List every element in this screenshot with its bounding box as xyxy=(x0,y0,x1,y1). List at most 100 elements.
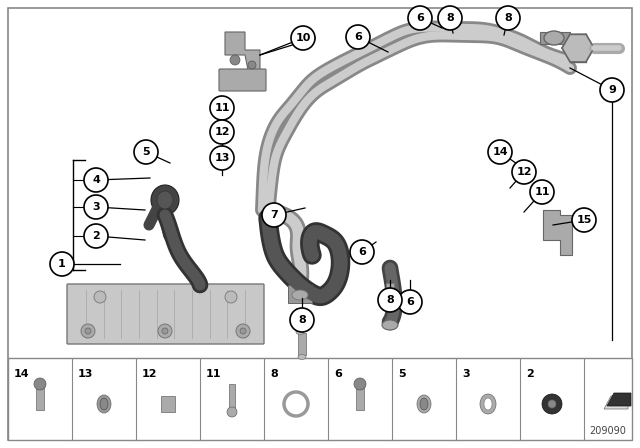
Text: 7: 7 xyxy=(270,210,278,220)
Text: 8: 8 xyxy=(298,315,306,325)
Circle shape xyxy=(162,328,168,334)
Ellipse shape xyxy=(157,191,173,209)
Circle shape xyxy=(210,96,234,120)
Circle shape xyxy=(600,78,624,102)
Circle shape xyxy=(354,378,366,390)
FancyBboxPatch shape xyxy=(219,69,266,91)
Circle shape xyxy=(85,328,91,334)
Text: 3: 3 xyxy=(462,369,470,379)
Text: 11: 11 xyxy=(534,187,550,197)
Circle shape xyxy=(512,160,536,184)
Circle shape xyxy=(488,140,512,164)
Circle shape xyxy=(158,324,172,338)
Text: 209090: 209090 xyxy=(589,426,626,436)
Text: 8: 8 xyxy=(504,13,512,23)
Circle shape xyxy=(284,392,308,416)
Text: 13: 13 xyxy=(214,153,230,163)
Text: 6: 6 xyxy=(358,247,366,257)
Circle shape xyxy=(530,180,554,204)
Ellipse shape xyxy=(382,320,398,330)
Bar xyxy=(288,285,312,303)
Text: 1: 1 xyxy=(58,259,66,269)
Polygon shape xyxy=(604,396,628,409)
Text: 11: 11 xyxy=(206,369,221,379)
Text: 3: 3 xyxy=(92,202,100,212)
Bar xyxy=(298,333,306,355)
Ellipse shape xyxy=(151,185,179,215)
Bar xyxy=(296,308,304,330)
Circle shape xyxy=(227,407,237,417)
Circle shape xyxy=(346,25,370,49)
Text: 9: 9 xyxy=(608,85,616,95)
Text: 6: 6 xyxy=(354,32,362,42)
Bar xyxy=(540,32,570,44)
Text: 8: 8 xyxy=(270,369,278,379)
Ellipse shape xyxy=(484,398,492,410)
Circle shape xyxy=(438,6,462,30)
Ellipse shape xyxy=(296,329,304,335)
Text: 5: 5 xyxy=(142,147,150,157)
Circle shape xyxy=(290,308,314,332)
Circle shape xyxy=(548,400,556,408)
Text: 12: 12 xyxy=(516,167,532,177)
Bar xyxy=(8,358,632,440)
Text: 6: 6 xyxy=(406,297,414,307)
Circle shape xyxy=(84,168,108,192)
Circle shape xyxy=(225,291,237,303)
Circle shape xyxy=(542,394,562,414)
Ellipse shape xyxy=(420,398,428,410)
Bar xyxy=(36,386,44,410)
Circle shape xyxy=(34,378,46,390)
Text: 13: 13 xyxy=(78,369,93,379)
Text: 4: 4 xyxy=(92,175,100,185)
Text: 11: 11 xyxy=(214,103,230,113)
Circle shape xyxy=(572,208,596,232)
Circle shape xyxy=(84,195,108,219)
Text: 8: 8 xyxy=(386,295,394,305)
Text: 6: 6 xyxy=(416,13,424,23)
Circle shape xyxy=(81,324,95,338)
Bar xyxy=(356,386,364,410)
Circle shape xyxy=(262,203,286,227)
Ellipse shape xyxy=(292,290,308,300)
Ellipse shape xyxy=(417,395,431,413)
Circle shape xyxy=(248,61,256,69)
Circle shape xyxy=(240,328,246,334)
Circle shape xyxy=(84,224,108,248)
Ellipse shape xyxy=(97,395,111,413)
Text: 2: 2 xyxy=(526,369,534,379)
Text: 10: 10 xyxy=(295,33,310,43)
Text: 2: 2 xyxy=(92,231,100,241)
Text: 12: 12 xyxy=(214,127,230,137)
Circle shape xyxy=(496,6,520,30)
Circle shape xyxy=(94,291,106,303)
Text: 15: 15 xyxy=(576,215,592,225)
Bar xyxy=(386,283,394,305)
Ellipse shape xyxy=(386,305,394,310)
Circle shape xyxy=(134,140,158,164)
Polygon shape xyxy=(543,210,572,255)
Circle shape xyxy=(398,290,422,314)
Bar xyxy=(161,396,175,412)
Ellipse shape xyxy=(480,394,496,414)
Text: 6: 6 xyxy=(334,369,342,379)
Circle shape xyxy=(236,324,250,338)
Ellipse shape xyxy=(100,398,108,410)
Bar xyxy=(229,384,235,412)
Polygon shape xyxy=(225,32,260,70)
Circle shape xyxy=(230,55,240,65)
Text: 5: 5 xyxy=(398,369,406,379)
Circle shape xyxy=(210,146,234,170)
Circle shape xyxy=(210,120,234,144)
Text: 8: 8 xyxy=(446,13,454,23)
Ellipse shape xyxy=(544,31,564,45)
Text: 14: 14 xyxy=(14,369,29,379)
Polygon shape xyxy=(607,393,631,406)
Circle shape xyxy=(50,252,74,276)
Circle shape xyxy=(350,240,374,264)
Circle shape xyxy=(408,6,432,30)
Circle shape xyxy=(378,288,402,312)
Ellipse shape xyxy=(298,354,306,359)
Text: 14: 14 xyxy=(492,147,508,157)
Text: 12: 12 xyxy=(142,369,157,379)
